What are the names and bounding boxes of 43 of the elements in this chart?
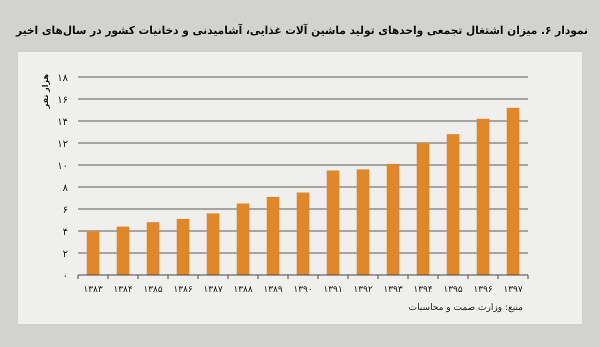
chart-title: نمودار ۶. میزان اشتغال تجمعی واحدهای تولید ماشین آلات غذایی، آشامیدنی و دخانیات کشور در سال‌های اخیر — [15, 23, 590, 37]
y-tick-label: ۱۶ — [57, 95, 68, 106]
y-axis-title: هزار نفر — [41, 74, 50, 110]
x-tick-label: ۱۳۹۱ — [323, 285, 343, 295]
text: منبع: وزارت صمت و محاسبات — [408, 303, 524, 313]
x-tick-label: ۱۳۸۷ — [203, 285, 223, 295]
bar — [116, 226, 130, 275]
bar — [146, 222, 160, 275]
x-tick-label: ۱۳۹۰ — [293, 285, 313, 295]
bar — [356, 169, 370, 275]
y-tick-label: ۸ — [62, 183, 69, 194]
bar — [446, 134, 460, 275]
bar — [326, 170, 340, 275]
x-tick-label: ۱۳۸۳ — [83, 285, 103, 295]
y-tick-label: ۲ — [62, 249, 68, 260]
x-tick-label: ۱۳۹۷ — [503, 285, 523, 295]
x-tick-label: ۱۳۸۴ — [113, 285, 133, 295]
x-tick-label: ۱۳۹۲ — [353, 285, 373, 295]
y-tick-label: ۶ — [62, 205, 68, 216]
x-tick-label: ۱۳۹۳ — [383, 285, 403, 295]
x-tick-label: ۱۳۸۸ — [233, 285, 253, 295]
bar — [206, 213, 220, 275]
x-tick-label: ۱۳۸۹ — [263, 285, 283, 295]
x-tick-label: ۱۳۹۶ — [473, 285, 493, 295]
y-tick-label: ۱۸ — [57, 73, 69, 84]
bar — [86, 231, 100, 275]
y-tick-label: ۱۴ — [57, 117, 68, 128]
y-tick-label: ۱۰ — [57, 161, 68, 172]
bar — [416, 143, 430, 275]
x-tick-label: ۱۳۸۵ — [143, 285, 163, 295]
bar — [506, 108, 520, 275]
bar — [266, 196, 280, 275]
bar — [236, 204, 250, 275]
y-tick-label: ۴ — [62, 227, 68, 238]
y-tick-label: ۱۲ — [57, 139, 68, 150]
x-tick-label: ۱۳۹۴ — [413, 285, 433, 295]
x-tick-label: ۱۳۹۵ — [443, 285, 463, 295]
bar — [176, 218, 190, 275]
bar — [476, 118, 490, 275]
x-tick-label: ۱۳۸۶ — [173, 285, 193, 295]
bar — [296, 192, 310, 275]
bar — [386, 164, 400, 275]
y-tick-label: ۰ — [62, 271, 68, 282]
